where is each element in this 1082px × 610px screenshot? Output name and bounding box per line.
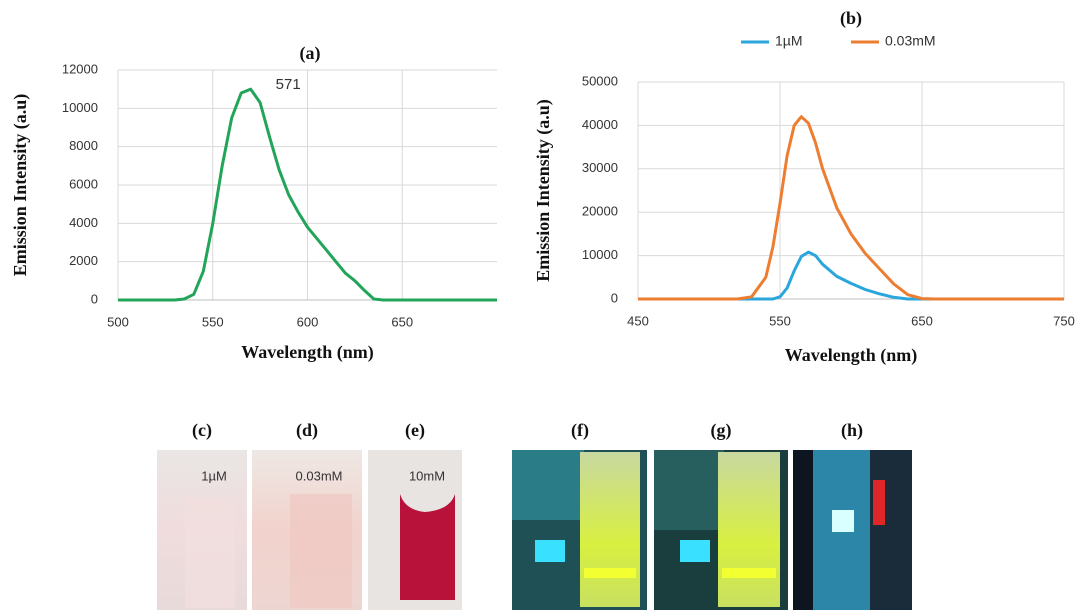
panel-label: (f) xyxy=(571,420,589,441)
panel-caption: 0.03mM xyxy=(296,468,343,483)
y-tick-label: 0 xyxy=(611,290,618,305)
y-tick-label: 2000 xyxy=(69,253,98,268)
x-tick-label: 600 xyxy=(297,314,319,329)
photo-f xyxy=(512,450,647,610)
y-tick-label: 10000 xyxy=(62,100,98,115)
panel-caption: 10mM xyxy=(409,468,445,483)
photo-h xyxy=(793,450,912,610)
x-tick-label: 650 xyxy=(911,313,933,328)
x-tick-label: 750 xyxy=(1053,313,1075,328)
panel-label: (e) xyxy=(405,420,425,441)
y-axis-title: Emission Intensity (a.u) xyxy=(10,94,31,277)
y-tick-label: 12000 xyxy=(62,61,98,76)
y-tick-label: 10000 xyxy=(582,247,618,262)
legend-label: 1µM xyxy=(775,33,803,49)
y-tick-label: 50000 xyxy=(582,73,618,88)
y-tick-label: 8000 xyxy=(69,138,98,153)
x-tick-label: 550 xyxy=(769,313,791,328)
panel-label: (c) xyxy=(192,420,212,441)
x-tick-label: 450 xyxy=(627,313,649,328)
y-axis-title: Emission Intensity (a.u) xyxy=(533,99,554,282)
y-tick-label: 40000 xyxy=(582,117,618,132)
y-tick-label: 4000 xyxy=(69,215,98,230)
line-series xyxy=(638,117,1064,299)
panel-label: (d) xyxy=(296,420,318,441)
peak-annotation: 571 xyxy=(276,76,301,93)
legend-label: 0.03mM xyxy=(885,33,936,49)
y-tick-label: 6000 xyxy=(69,176,98,191)
x-tick-label: 500 xyxy=(107,314,129,329)
line-series xyxy=(638,252,1064,299)
panel-caption: 1µM xyxy=(201,468,227,483)
figure: 0 2000 4000 6000 8000 10000 12000 500 550 600 650 (… xyxy=(0,0,1082,610)
y-tick-label: 0 xyxy=(91,291,98,306)
x-tick-label: 550 xyxy=(202,314,224,329)
x-tick-label: 650 xyxy=(391,314,413,329)
chart-title: (a) xyxy=(300,43,321,64)
panel-label: (g) xyxy=(711,420,732,441)
panel-label: (h) xyxy=(841,420,863,441)
photo-g xyxy=(654,450,788,610)
x-axis-title: Wavelength (nm) xyxy=(241,342,374,363)
chart-title: (b) xyxy=(840,8,862,29)
x-axis-title: Wavelength (nm) xyxy=(785,345,918,366)
y-tick-label: 30000 xyxy=(582,160,618,175)
y-tick-label: 20000 xyxy=(582,204,618,219)
